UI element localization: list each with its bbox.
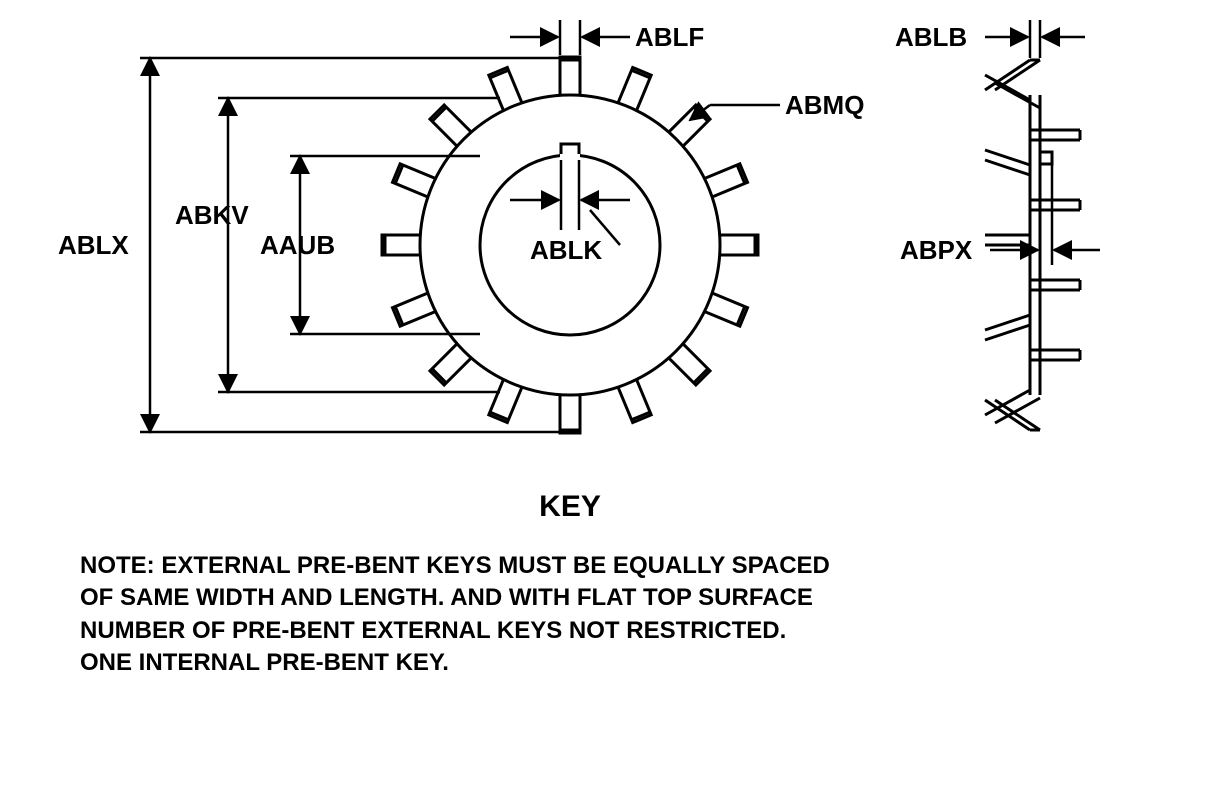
label-abmq: ABMQ [785, 90, 864, 121]
label-ablk: ABLK [530, 235, 602, 266]
note-line-1: NOTE: EXTERNAL PRE-BENT KEYS MUST BE EQU… [80, 550, 1140, 582]
note-line-3: NUMBER OF PRE-BENT EXTERNAL KEYS NOT RES… [80, 615, 1140, 647]
gear-side-view [985, 60, 1080, 430]
label-abkv: ABKV [175, 200, 249, 231]
diagram-note: NOTE: EXTERNAL PRE-BENT KEYS MUST BE EQU… [80, 550, 1140, 680]
dim-ablb [985, 20, 1085, 58]
diagram-container [0, 0, 1212, 500]
label-ablb: ABLB [895, 22, 967, 53]
label-abpx: ABPX [900, 235, 972, 266]
label-aaub: AAUB [260, 230, 335, 261]
label-ablx: ABLX [58, 230, 129, 261]
note-line-2: OF SAME WIDTH AND LENGTH. AND WITH FLAT … [80, 582, 1140, 614]
dim-abpx [990, 165, 1100, 265]
dim-ablf [510, 20, 630, 55]
note-line-4: ONE INTERNAL PRE-BENT KEY. [80, 647, 1140, 679]
diagram-title: KEY [500, 490, 640, 524]
label-ablf: ABLF [635, 22, 704, 53]
diagram-svg [0, 0, 1212, 500]
dim-ablk [510, 160, 630, 245]
